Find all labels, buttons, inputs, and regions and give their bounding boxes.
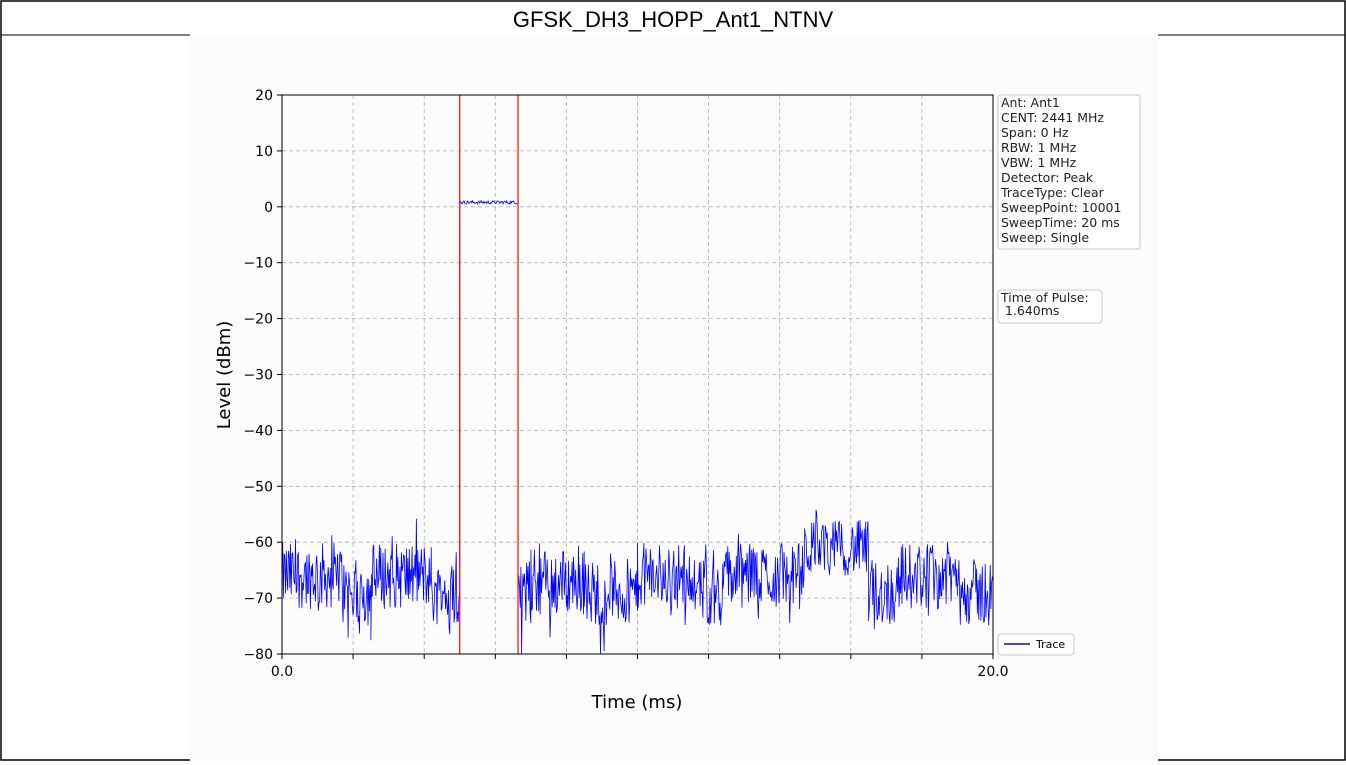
x-tick-label: 20.0 (977, 664, 1008, 680)
y-tick-label: 20 (255, 88, 273, 104)
y-tick-label: 10 (255, 144, 273, 160)
x-ticks: 0.0 20.0 (271, 654, 1009, 680)
info-line: CENT: 2441 MHz (1001, 110, 1104, 125)
x-tick-label: 0.0 (271, 664, 293, 680)
y-tick-label: −20 (243, 312, 273, 328)
legend (997, 633, 1075, 656)
info-line: SweepTime: 20 ms (1001, 215, 1120, 230)
y-axis-label: Level (dBm) (214, 321, 235, 430)
y-tick-label: −50 (243, 479, 273, 495)
pulse-line: 1.640ms (1001, 303, 1059, 318)
info-line: VBW: 1 MHz (1001, 155, 1077, 170)
y-tick-label: −60 (243, 535, 273, 551)
info-box (997, 94, 1141, 250)
markers (459, 95, 519, 654)
pulse-box-lines: Time of Pulse: 1.640ms (1000, 290, 1089, 318)
info-line: RBW: 1 MHz (1001, 140, 1077, 155)
y-tick-label: −70 (243, 591, 273, 607)
info-line: SweepPoint: 10001 (1001, 200, 1121, 215)
page-title: GFSK_DH3_HOPP_Ant1_NTNV (513, 7, 834, 32)
figure-background (190, 35, 1158, 761)
y-tick-label: 0 (264, 200, 273, 216)
pulse-box (997, 289, 1103, 324)
trace-line (281, 199, 994, 655)
y-ticks: 20 10 0 −10 −20 −30 −40 −50 −60 −70 −80 (243, 88, 282, 663)
y-tick-label: −80 (243, 647, 273, 663)
legend-label: Trace (1035, 638, 1065, 651)
info-line: Span: 0 Hz (1001, 125, 1069, 140)
trace-series (281, 199, 994, 655)
info-line: Ant: Ant1 (1001, 95, 1060, 110)
y-tick-label: −30 (243, 368, 273, 384)
pulse-line: Time of Pulse: (1000, 290, 1089, 305)
y-tick-label: −10 (243, 256, 273, 272)
info-line: TraceType: Clear (1000, 185, 1105, 200)
info-line: Detector: Peak (1001, 170, 1094, 185)
y-tick-label: −40 (243, 423, 273, 439)
x-axis-label: Time (ms) (591, 692, 683, 713)
info-line: Sweep: Single (1001, 230, 1089, 245)
